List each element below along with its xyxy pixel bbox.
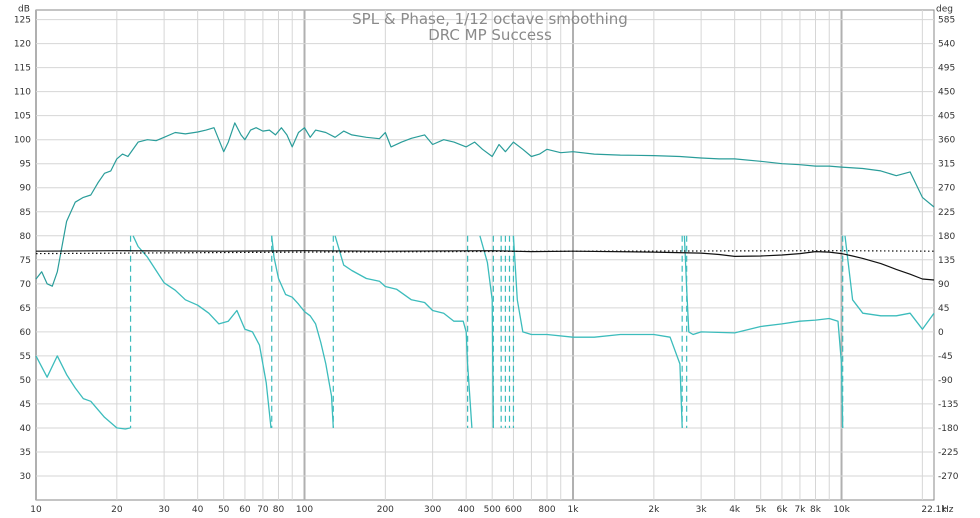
y-left-tick-label: 105: [14, 112, 31, 122]
grid: [35, 10, 934, 500]
y-left-tick-label: 55: [20, 352, 31, 362]
y-right-tick-label: 270: [938, 184, 955, 194]
y-left-tick-label: 95: [20, 160, 31, 170]
y-right-tick-label: 180: [938, 232, 955, 242]
y-right-tick-label: 495: [938, 64, 955, 74]
y-left-tick-label: 60: [20, 328, 32, 338]
x-tick-label: 500: [484, 505, 501, 515]
x-tick-label: 50: [218, 505, 230, 515]
y-left-tick-label: 90: [20, 184, 32, 194]
x-tick-label: 10k: [833, 505, 850, 515]
y-right-tick-label: 90: [938, 280, 950, 290]
y-right-tick-label: 225: [938, 208, 955, 218]
chart-title: SPL & Phase, 1/12 octave smoothing: [352, 10, 628, 28]
y-right-tick-label: 360: [938, 136, 955, 146]
x-tick-label: 6k: [776, 505, 788, 515]
series-line-1: [35, 122, 935, 287]
y-right-tick-label: 405: [938, 112, 955, 122]
x-tick-label: 600: [505, 505, 522, 515]
y-left-tick-label: 70: [20, 280, 32, 290]
axis-labels: 10 20 30 40 50 60 70 80 100 200 300 400 500 600 800 1k 2…: [14, 16, 959, 515]
x-unit: Hz: [942, 505, 954, 515]
y-left-tick-label: 50: [20, 376, 32, 386]
series-line-3: [35, 250, 935, 281]
y-right-tick-label: -135: [938, 400, 958, 410]
x-tick-label: 60: [239, 505, 251, 515]
y-left-tick-label: 75: [20, 256, 31, 266]
y-left-tick-label: 110: [14, 88, 31, 98]
y-left-tick-label: 100: [14, 136, 31, 146]
series-line-4: [35, 250, 935, 255]
x-tick-label: 200: [377, 505, 394, 515]
x-tick-label: 300: [424, 505, 441, 515]
y-left-tick-label: 30: [20, 472, 32, 482]
x-tick-label: 40: [192, 505, 204, 515]
y-right-tick-label: 450: [938, 88, 955, 98]
y-right-tick-label: -270: [938, 472, 959, 482]
y-right-tick-label: -225: [938, 448, 958, 458]
series-line-2: [35, 235, 935, 430]
y-right-tick-label: 45: [938, 304, 949, 314]
y-left-tick-label: 115: [14, 64, 31, 74]
x-tick-label: 800: [538, 505, 555, 515]
x-tick-label: 10: [30, 505, 42, 515]
y-right-tick-label: -180: [938, 424, 959, 434]
x-tick-label: 30: [158, 505, 170, 515]
y-right-tick-label: 135: [938, 256, 955, 266]
y-left-tick-label: 120: [14, 40, 31, 50]
y-right-tick-label: 585: [938, 16, 955, 26]
y-right-tick-label: -90: [938, 376, 953, 386]
y-right-tick-label: 540: [938, 40, 955, 50]
y-left-tick-label: 40: [20, 424, 32, 434]
y-left-tick-label: 35: [20, 448, 31, 458]
y-right-tick-label: -45: [938, 352, 953, 362]
y-right-tick-label: 0: [938, 328, 944, 338]
y-left-tick-label: 125: [14, 16, 31, 26]
series-layer: [35, 122, 935, 430]
x-tick-label: 20: [111, 505, 123, 515]
x-tick-label: 4k: [729, 505, 741, 515]
x-tick-label: 400: [458, 505, 475, 515]
x-tick-label: 8k: [810, 505, 822, 515]
x-tick-label: 100: [296, 505, 313, 515]
y-left-tick-label: 85: [20, 208, 31, 218]
x-tick-label: 7k: [794, 505, 806, 515]
x-tick-label: 80: [273, 505, 285, 515]
chart-subtitle: DRC MP Success: [428, 26, 552, 44]
y-left-tick-label: 80: [20, 232, 32, 242]
x-tick-label: 5k: [755, 505, 767, 515]
y-left-tick-label: 65: [20, 304, 31, 314]
x-tick-label: 2k: [648, 505, 660, 515]
y-left-unit: dB: [18, 5, 30, 15]
x-tick-label: 1k: [568, 505, 580, 515]
y-left-tick-label: 45: [20, 400, 31, 410]
y-right-tick-label: 315: [938, 160, 955, 170]
y-right-unit: deg: [936, 5, 953, 15]
x-tick-label: 22.1k: [921, 505, 947, 515]
x-tick-label: 3k: [696, 505, 708, 515]
x-tick-label: 70: [257, 505, 269, 515]
